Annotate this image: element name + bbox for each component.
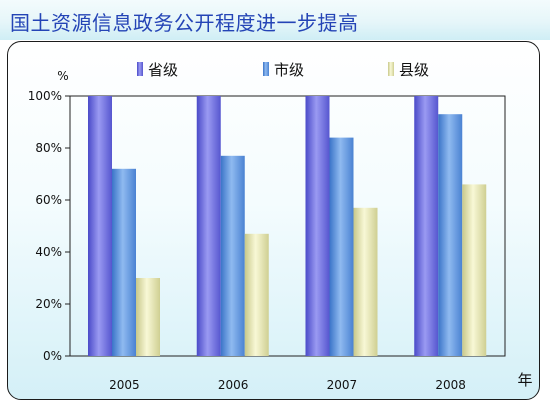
- y-tick-label: 0%: [43, 349, 62, 363]
- y-axis-unit: %: [57, 69, 68, 83]
- bar-2007-2: [353, 207, 378, 356]
- x-tick-label: 2008: [435, 378, 466, 392]
- y-tick-label: 60%: [35, 193, 62, 207]
- y-tick-label: 100%: [28, 89, 62, 103]
- bar-2005-0: [88, 96, 112, 356]
- plot-area: [69, 95, 506, 357]
- page-title: 国土资源信息政务公开程度进一步提高: [10, 11, 359, 35]
- bar-2005-2: [136, 278, 160, 356]
- y-tick-label: 80%: [35, 141, 62, 155]
- bar-2007-1: [329, 137, 354, 356]
- x-tick-label: 2005: [109, 378, 140, 392]
- bar-2008-0: [414, 96, 439, 356]
- bar-2008-2: [462, 184, 487, 356]
- x-axis-unit: 年: [517, 371, 532, 389]
- bar-2007-0: [305, 96, 330, 356]
- bar-2006-1: [220, 155, 245, 356]
- y-tick-label: 20%: [35, 297, 62, 311]
- legend-swatch: [137, 62, 143, 76]
- legend-label: 省级: [148, 61, 178, 79]
- x-tick-label: 2007: [327, 378, 358, 392]
- y-tick-label: 40%: [35, 245, 62, 259]
- title-bar: 国土资源信息政务公开程度进一步提高: [0, 0, 550, 40]
- legend-label: 县级: [399, 61, 429, 79]
- bar-2005-1: [112, 168, 136, 356]
- x-tick-label: 2006: [218, 378, 249, 392]
- bar-2006-0: [196, 96, 221, 356]
- legend-swatch: [263, 62, 269, 76]
- legend-swatch: [388, 62, 394, 76]
- legend-label: 市级: [274, 61, 304, 79]
- bar-2006-2: [244, 233, 269, 356]
- bar-2008-1: [438, 114, 463, 356]
